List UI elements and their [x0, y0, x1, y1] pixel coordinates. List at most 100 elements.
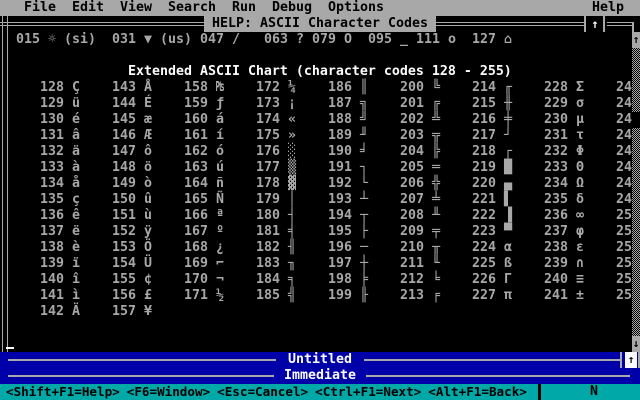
ascii-entry: 095 _ [368, 32, 464, 48]
status-key-shift-f1[interactable]: <Shift+F1=Help> [6, 384, 120, 399]
ascii-glyph: ñ [216, 176, 224, 191]
ascii-code-cell: 142 Ä [40, 304, 104, 320]
menu-item-edit[interactable]: Edit [72, 0, 104, 15]
ascii-code-cell: 201 ╔ [400, 96, 464, 112]
ascii-glyph: ╛ [360, 144, 368, 159]
ascii-code: 188 [328, 112, 352, 127]
ascii-code: 202 [400, 112, 424, 127]
help-window-zoom-button[interactable]: ↑ [588, 16, 602, 32]
scrollbar-track[interactable] [632, 48, 640, 336]
ascii-glyph: _ [400, 32, 408, 47]
ascii-glyph: ▒ [288, 160, 296, 175]
ascii-code-cell: 150 û [112, 192, 176, 208]
ascii-code-cell: 169 ⌐ [184, 256, 248, 272]
table-row: 130 é 145 æ 160 á 174 « 188 ╝ 202 ╩ 216 ╪ 230 µ … [40, 112, 640, 128]
ascii-glyph: ÿ [144, 224, 152, 239]
ascii-glyph: ╤ [432, 224, 440, 239]
menu-item-run[interactable]: Run [232, 0, 256, 15]
titlebar-bracket [620, 352, 622, 368]
ascii-code: 229 [544, 96, 568, 111]
menu-item-debug[interactable]: Debug [272, 0, 312, 15]
ascii-glyph: ╢ [288, 240, 296, 255]
ascii-code: 135 [40, 192, 64, 207]
ascii-glyph: ╝ [360, 112, 368, 127]
ascii-glyph: â [72, 128, 80, 143]
ascii-code-cell: 148 ö [112, 160, 176, 176]
menu-item-file[interactable]: File [24, 0, 56, 15]
ascii-code-cell: 233 Θ [544, 160, 608, 176]
ascii-glyph: è [72, 240, 80, 255]
ascii-glyph: ╚ [432, 80, 440, 95]
menu-item-help[interactable]: Help [592, 0, 624, 15]
ascii-code: 203 [400, 128, 424, 143]
ascii-code-cell: 180 ┤ [256, 208, 320, 224]
ascii-code: 151 [112, 208, 136, 223]
ascii-code: 205 [400, 160, 424, 175]
menu-item-search[interactable]: Search [168, 0, 216, 15]
ascii-glyph: ½ [216, 288, 224, 303]
ascii-code: 232 [544, 144, 568, 159]
window-title-untitled[interactable]: Untitled [288, 352, 352, 367]
ascii-code-cell: 219 █ [472, 160, 536, 176]
status-key-alt-f1[interactable]: <Alt+F1=Back> [428, 384, 527, 399]
ascii-glyph: █ [504, 160, 512, 175]
ascii-code: 173 [256, 96, 280, 111]
untitled-window-bar[interactable]: Untitled ↑ [0, 352, 640, 368]
scrollbar-up-button[interactable]: ↑ [632, 32, 640, 48]
table-row: 141 ì 156 £ 171 ½ 185 ╣ 199 ╟ 213 ╒ 227 π 241 ± … [40, 288, 640, 304]
ascii-glyph: ▼ [144, 32, 152, 47]
ascii-glyph: Ö [144, 240, 152, 255]
scrollbar-thumb[interactable] [632, 112, 640, 128]
ascii-code-cell: 129 ü [40, 96, 104, 112]
ascii-code: 095 [368, 32, 392, 47]
ascii-code: 169 [184, 256, 208, 271]
status-key-ctrl-f1[interactable]: <Ctrl+F1=Next> [315, 384, 422, 399]
ascii-code-cell: 189 ╜ [328, 128, 392, 144]
ascii-glyph: ▐ [504, 208, 512, 223]
ascii-code-cell: 210 ╥ [400, 240, 464, 256]
ascii-code: 180 [256, 208, 280, 223]
ascii-code: 139 [40, 256, 64, 271]
menu-item-options[interactable]: Options [328, 0, 384, 15]
ascii-code-cell: 187 ╗ [328, 96, 392, 112]
ascii-glyph: ε [576, 240, 584, 255]
help-window-title[interactable]: HELP: ASCII Character Codes [204, 16, 436, 32]
ascii-code: 221 [472, 192, 496, 207]
ascii-code-cell: 185 ╣ [256, 288, 320, 304]
ascii-code: 146 [112, 128, 136, 143]
ascii-glyph: ¢ [144, 272, 152, 287]
menu-item-view[interactable]: View [120, 0, 152, 15]
ascii-glyph: ╠ [432, 144, 440, 159]
ascii-code: 220 [472, 176, 496, 191]
status-key-esc[interactable]: <Esc=Cancel> [217, 384, 309, 399]
ascii-glyph: ì [72, 288, 80, 303]
immediate-window-bar[interactable]: Immediate [0, 368, 640, 384]
ascii-code: 063 [264, 32, 288, 47]
ascii-code-cell: 241 ± [544, 288, 608, 304]
ascii-glyph: æ [144, 112, 152, 127]
ascii-code: 230 [544, 112, 568, 127]
status-key-f6[interactable]: <F6=Window> [126, 384, 211, 399]
ascii-code-cell: 215 ╫ [472, 96, 536, 112]
ascii-code: 233 [544, 160, 568, 175]
untitled-zoom-button[interactable]: ↑ [625, 352, 637, 368]
ascii-glyph: ╒ [432, 288, 440, 303]
ascii-code-cell: 224 α [472, 240, 536, 256]
window-title-immediate[interactable]: Immediate [284, 368, 356, 383]
ascii-code: 204 [400, 144, 424, 159]
ascii-entry: 111 o [416, 32, 512, 48]
scrollbar-down-button[interactable]: ↓ [632, 336, 640, 352]
ascii-code: 195 [328, 224, 352, 239]
ascii-code-cell: 190 ╛ [328, 144, 392, 160]
ascii-glyph: ¿ [216, 240, 224, 255]
ascii-code: 149 [112, 176, 136, 191]
ascii-code-cell: 237 φ [544, 224, 608, 240]
ascii-code: 138 [40, 240, 64, 255]
ascii-code: 143 [112, 80, 136, 95]
ascii-code: 222 [472, 208, 496, 223]
ascii-code-cell: 157 ¥ [112, 304, 176, 320]
help-window-left-border [2, 16, 8, 352]
status-divider [538, 384, 541, 400]
ascii-glyph: ? [296, 32, 304, 47]
ascii-code: 190 [328, 144, 352, 159]
